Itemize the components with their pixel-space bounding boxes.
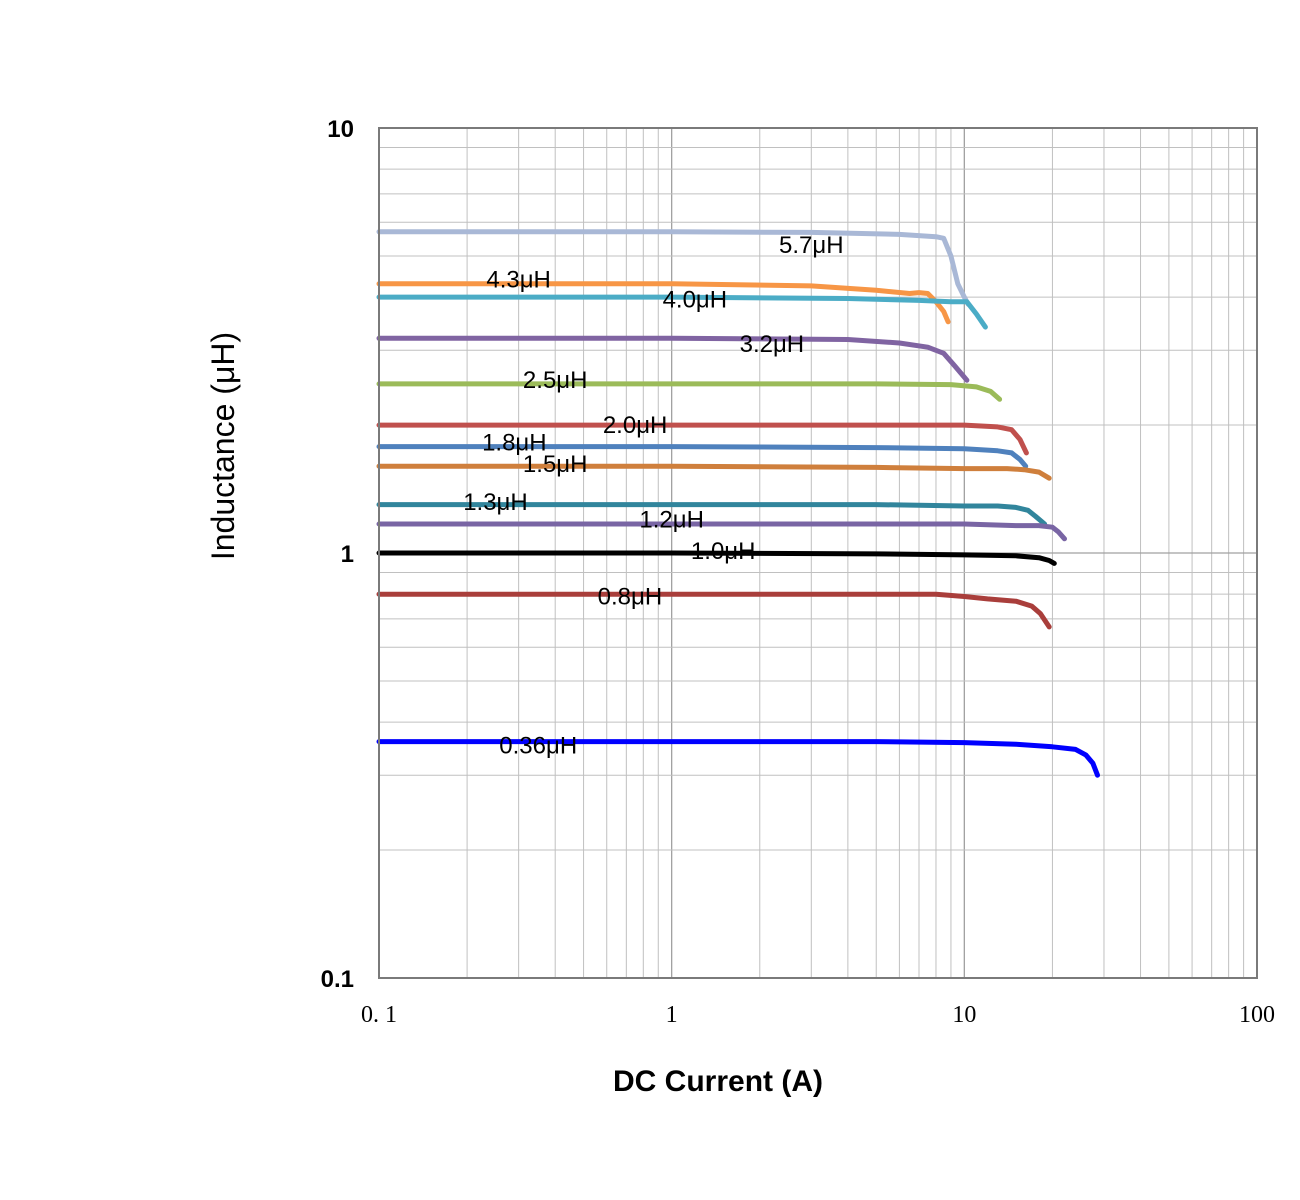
plot-area-frame: [378, 127, 1258, 979]
x-tick-label: 1: [666, 1002, 678, 1028]
series-labels: 5.7μH 4.3μH 4.0μH 3.2μH 2.5μH 2.0μH 1.8μH1.5μH…: [463, 232, 843, 760]
series-label-2.0μH: 2.0μH: [603, 412, 668, 439]
series-label-0.8μH: 0.8μH: [598, 584, 663, 611]
x-axis-title: DC Current (A): [613, 1065, 823, 1098]
x-tick-label: 10: [952, 1002, 976, 1028]
series-line-5.7μH: [376, 229, 971, 307]
series-label-1.5μH: 1.5μH: [523, 451, 588, 478]
x-tick-label: 0. 1: [361, 1002, 397, 1028]
series-label-4.0μH: 4.0μH: [663, 286, 728, 313]
series-line-4.3μH: [376, 281, 951, 325]
series-line-4.0μH: [376, 294, 988, 330]
series-label-0.36μH: 0.36μH: [499, 733, 577, 760]
series-label-2.5μH: 2.5μH: [523, 367, 588, 394]
y-tick-label: 10: [327, 116, 354, 143]
series-label-1.8μH: 1.8μH: [482, 429, 547, 456]
series-label-3.2μH: 3.2μH: [740, 331, 805, 358]
y-tick-label: 1: [341, 541, 354, 568]
axis-ticks: 0. 1 1 10 100 10 1 0.1: [321, 116, 1275, 1028]
series-label-1.0μH: 1.0μH: [691, 538, 756, 565]
series-line-1.3μH: [376, 502, 1048, 527]
series-line-1.5μH: [376, 463, 1052, 481]
series-label-1.3μH: 1.3μH: [463, 489, 528, 516]
series-line-1.2μH: [376, 521, 1067, 542]
y-tick-label: 0.1: [321, 966, 354, 993]
series-line-2.0μH: [376, 422, 1029, 456]
x-tick-label: 100: [1239, 1002, 1275, 1028]
series-line-0.8μH: [376, 591, 1052, 630]
series-label-1.2μH: 1.2μH: [639, 506, 704, 533]
series-label-5.7μH: 5.7μH: [779, 232, 844, 259]
series-label-4.3μH: 4.3μH: [486, 267, 551, 294]
series-line-3.2μH: [376, 335, 970, 383]
series-line-1.0μH: [376, 550, 1057, 566]
y-axis-title: Inductance (μH): [205, 332, 241, 560]
series-line-2.5μH: [376, 381, 1003, 402]
series-line-1.8μH: [376, 444, 1029, 469]
series-line-0.36μH: [376, 739, 1100, 778]
series-layer: [376, 229, 1100, 778]
